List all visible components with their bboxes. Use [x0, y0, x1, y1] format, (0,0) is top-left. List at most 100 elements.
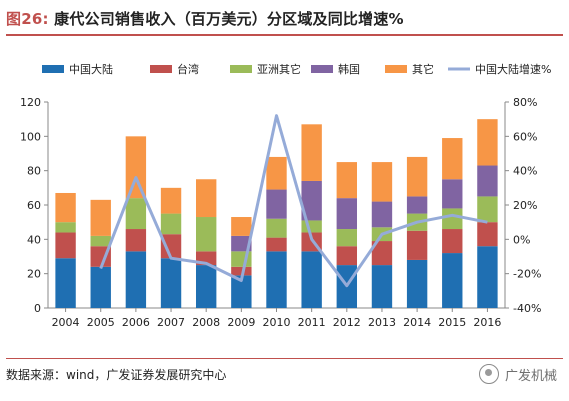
- bar-segment: [442, 208, 463, 230]
- bar-segment: [55, 232, 76, 259]
- y2-tick-label: 20%: [513, 199, 537, 212]
- bar-segment: [160, 187, 182, 214]
- x-tick-label: 2005: [87, 316, 115, 329]
- bar-segment: [336, 229, 358, 247]
- bar-segment: [371, 201, 393, 228]
- bar-segment: [336, 246, 358, 266]
- x-tick-label: 2009: [227, 316, 255, 329]
- bar-segment: [195, 179, 217, 218]
- y-tick-label: 120: [20, 96, 41, 109]
- watermark-text: 广发机械: [504, 368, 557, 384]
- bar-segment: [125, 229, 147, 252]
- bar-segment: [266, 189, 287, 219]
- wechat-logo-icon: [478, 364, 499, 384]
- bar-segment: [301, 180, 322, 221]
- bar-segment: [55, 222, 76, 233]
- x-tick-label: 2014: [403, 316, 431, 329]
- y-tick-label: 60: [27, 199, 41, 212]
- y-tick-label: 80: [27, 165, 41, 178]
- bar-segment: [55, 192, 76, 223]
- bar-segment: [371, 265, 393, 308]
- source-divider: [6, 358, 563, 359]
- growth-line: [99, 114, 488, 288]
- bar-segment: [195, 217, 217, 252]
- x-tick-label: 2004: [52, 316, 80, 329]
- y2-tick-label: -20%: [513, 268, 541, 281]
- bar-segment: [55, 258, 76, 308]
- x-tick-label: 2015: [438, 316, 466, 329]
- bar-segment: [477, 119, 498, 166]
- y-tick-label: 40: [27, 233, 41, 246]
- x-tick-label: 2016: [473, 316, 501, 329]
- bar-segment: [90, 199, 111, 236]
- x-tick-label: 2007: [157, 316, 185, 329]
- bar-segment: [406, 156, 428, 197]
- figure-title: 图26: 康代公司销售收入（百万美元）分区域及同比增速%: [6, 8, 563, 32]
- bar-segment: [371, 162, 393, 202]
- bar-segment: [406, 230, 428, 260]
- bar-segment: [442, 179, 463, 209]
- bar-segment: [266, 156, 287, 190]
- bar-segment: [336, 198, 358, 230]
- y2-tick-label: 0%: [513, 233, 530, 246]
- legend-swatch: [311, 65, 333, 73]
- legend-label: 中国大陆增速%: [475, 62, 551, 76]
- y2-tick-label: 80%: [513, 96, 537, 109]
- bar-segment: [442, 229, 463, 254]
- figure-label: 图26:: [6, 10, 49, 28]
- title-divider: [6, 34, 563, 36]
- legend-swatch: [230, 65, 252, 73]
- bar-segment: [90, 235, 111, 247]
- y-tick-label: 100: [20, 130, 41, 143]
- legend-label: 其它: [412, 62, 434, 76]
- legend-label: 台湾: [177, 62, 199, 76]
- bar-segment: [442, 253, 463, 308]
- bar-segment: [160, 258, 182, 308]
- x-tick-label: 2010: [263, 316, 291, 329]
- x-tick-label: 2008: [192, 316, 220, 329]
- bar-segment: [195, 265, 217, 308]
- bar-segment: [231, 275, 252, 308]
- bar-segment: [231, 235, 252, 252]
- bar-segment: [301, 251, 322, 308]
- bar-segment: [477, 246, 498, 308]
- x-tick-label: 2013: [368, 316, 396, 329]
- bar-segment: [406, 259, 428, 308]
- bar-segment: [125, 136, 147, 199]
- legend-label: 韩国: [338, 62, 360, 76]
- bar-segment: [231, 217, 252, 236]
- y2-tick-label: -40%: [513, 302, 541, 315]
- bar-segment: [371, 241, 393, 266]
- bar-segment: [477, 196, 498, 223]
- bar-segment: [336, 162, 358, 199]
- legend-swatch: [150, 65, 172, 73]
- bar-segment: [160, 213, 182, 235]
- legend-swatch: [42, 65, 64, 73]
- y2-tick-label: 60%: [513, 130, 537, 143]
- x-tick-label: 2012: [333, 316, 361, 329]
- x-tick-label: 2006: [122, 316, 150, 329]
- bar-segment: [442, 138, 463, 180]
- bar-segment: [125, 251, 147, 308]
- bar-segment: [125, 198, 147, 230]
- bar-segment: [231, 266, 252, 276]
- source-note: 数据来源：wind，广发证券发展研究中心: [6, 368, 227, 382]
- bar-segment: [477, 222, 498, 247]
- y2-tick-label: 40%: [513, 165, 537, 178]
- bar-segment: [266, 218, 287, 238]
- bar-segment: [301, 220, 322, 233]
- watermark: 广发机械: [478, 364, 557, 384]
- bar-segment: [160, 234, 182, 259]
- figure-title-text: 康代公司销售收入（百万美元）分区域及同比增速%: [54, 10, 404, 28]
- legend-swatch: [385, 65, 407, 73]
- legend-label: 亚洲其它: [257, 62, 301, 76]
- y-tick-label: 20: [27, 268, 41, 281]
- x-tick-label: 2011: [298, 316, 326, 329]
- y-tick-label: 0: [34, 302, 41, 315]
- bar-segment: [266, 237, 287, 252]
- bar-segment: [301, 124, 322, 181]
- bar-segment: [266, 251, 287, 308]
- legend-label: 中国大陆: [69, 62, 113, 76]
- stacked-bar-line-chart: 中国大陆 台湾 亚洲其它 韩国 其它 中国大陆增速% 0 20 40 60 80 100 120 -40%…: [20, 62, 551, 329]
- bar-segment: [90, 266, 111, 308]
